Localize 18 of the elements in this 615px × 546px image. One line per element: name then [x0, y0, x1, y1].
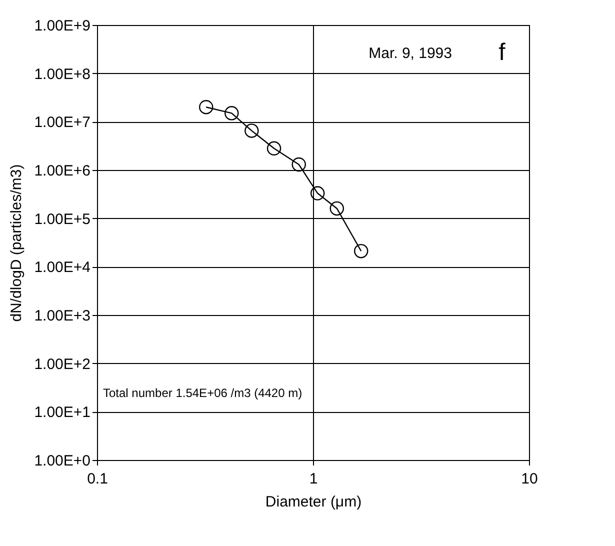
- y-tick-label: 1.00E+1: [34, 404, 90, 422]
- y-tick-label: 1.00E+2: [34, 356, 90, 373]
- annotation: Mar. 9, 1993: [368, 45, 452, 62]
- y-axis-title: dN/dlogD (particles/m3): [8, 164, 26, 322]
- annotation: Total number 1.54E+06 /m3 (4420 m): [103, 386, 302, 400]
- x-tick-label: 0.1: [87, 470, 108, 488]
- y-tick-label: 1.00E+6: [34, 162, 90, 180]
- y-tick-label: 1.00E+5: [34, 210, 90, 228]
- y-tick-label: 1.00E+8: [34, 66, 90, 83]
- x-axis-title: Diameter (μm): [265, 494, 362, 510]
- annotation: f: [498, 39, 506, 66]
- y-tick-label: 1.00E+7: [34, 114, 90, 132]
- x-tick-label: 1: [309, 470, 318, 488]
- x-tick-label: 10: [521, 470, 538, 488]
- y-tick-label: 1.00E+4: [34, 259, 90, 276]
- y-tick-label: 1.00E+0: [34, 452, 90, 470]
- y-tick-label: 1.00E+9: [34, 18, 90, 34]
- y-tick-label: 1.00E+3: [34, 308, 90, 324]
